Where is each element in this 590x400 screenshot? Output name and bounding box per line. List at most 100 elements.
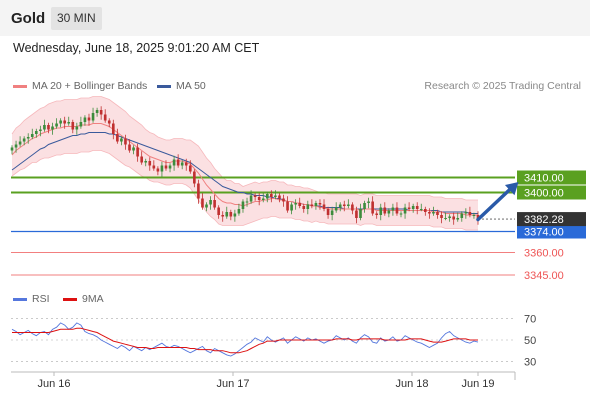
candle-body [342, 204, 346, 206]
x-tick-label-0: Jun 16 [37, 378, 70, 390]
candle-body [176, 159, 180, 166]
candle-body [172, 159, 176, 166]
candle-body [30, 134, 34, 137]
legend-ma50-label: MA 50 [176, 80, 206, 92]
candle-body [245, 201, 249, 203]
candle-body [67, 122, 71, 124]
candle-body [464, 212, 468, 214]
candle-body [322, 204, 326, 209]
bollinger-upper-line [11, 96, 478, 201]
candle-body [39, 129, 42, 131]
ma20-line [11, 123, 478, 216]
candle-body [294, 203, 297, 205]
legend-rsi-ma-swatch [63, 297, 77, 301]
bollinger-band-area [12, 96, 478, 230]
candle-body [144, 161, 148, 163]
candle-body [371, 201, 374, 214]
candle-body [306, 204, 310, 209]
candle-body [302, 206, 306, 209]
candle-body [209, 200, 212, 205]
candle-body [290, 204, 293, 211]
candle-body [257, 197, 261, 200]
level-label-1: 3400.00 [524, 188, 564, 200]
candle-body [334, 207, 338, 211]
candle-body [338, 204, 342, 208]
instrument-title: Gold [11, 10, 46, 27]
rsi-tick-1: 50 [524, 335, 536, 347]
candle-body [213, 200, 216, 208]
candle-body [63, 120, 66, 124]
x-axis: Jun 16 Jun 17 Jun 18 Jun 19 [11, 371, 516, 390]
candle-body [395, 207, 399, 214]
candle-body [120, 138, 123, 142]
level-label-2: 3374.00 [524, 227, 564, 239]
candle-body [128, 144, 131, 151]
candle-body [217, 207, 220, 215]
candle-body [318, 203, 322, 205]
candle-body [261, 198, 265, 200]
current-price-tag [517, 212, 586, 227]
candle-body [51, 126, 54, 130]
candle-body [314, 203, 318, 206]
candle-body [282, 198, 285, 202]
candle-body [188, 165, 192, 172]
candle-body [403, 207, 407, 214]
candle-body [22, 138, 26, 142]
candle-body [355, 210, 358, 218]
price-overlay: 3382.28 [476, 182, 586, 227]
rsi-tick-0: 70 [524, 314, 536, 326]
candle-body [152, 165, 156, 169]
candle-body [436, 212, 439, 215]
price-levels: 3410.00 3400.00 3374.00 3360.00 3345.00 [11, 170, 586, 282]
candle-body [201, 198, 204, 208]
legend-rsi-label: RSI [32, 293, 50, 305]
candle-body [472, 215, 476, 216]
research-credit: Research © 2025 Trading Central [424, 80, 581, 92]
legend-bollinger: MA 20 + Bollinger Bands [13, 80, 147, 92]
candle-body [440, 215, 443, 218]
candle-body [47, 125, 50, 130]
legend-rsi: RSI [13, 293, 50, 305]
candle-body [43, 125, 46, 130]
bollinger-lower-line [11, 150, 478, 231]
level-tag-2 [517, 224, 586, 239]
candle-body [249, 195, 253, 202]
level-label-0: 3410.00 [524, 173, 564, 185]
level-label-3: 3360.00 [524, 248, 564, 260]
legend-ma50-swatch [157, 84, 171, 88]
candle-body [124, 138, 127, 145]
legend-bollinger-label: MA 20 + Bollinger Bands [32, 80, 148, 92]
interval-button[interactable]: 30 MIN [51, 7, 102, 30]
current-price-label: 3382.28 [524, 214, 564, 226]
candle-body [298, 203, 302, 206]
x-tick-label-2: Jun 18 [395, 378, 428, 390]
candle-body [233, 213, 237, 217]
legend-rsi-ma: 9MA [63, 293, 104, 305]
candle-body [184, 162, 188, 166]
candle-body [367, 201, 370, 203]
candle-body [351, 204, 354, 211]
candle-body [411, 206, 415, 209]
candle-body [452, 216, 456, 220]
candle-body [140, 156, 143, 163]
candle-body [399, 213, 403, 215]
candle-body [111, 123, 115, 134]
candle-body [326, 209, 330, 215]
candle-body [132, 147, 135, 151]
candle-body [428, 212, 431, 214]
rsi-ma-line [12, 327, 478, 354]
candle-body [26, 137, 30, 139]
rsi-tick-2: 30 [524, 356, 536, 368]
candle-body [391, 207, 395, 211]
chart-datetime: Wednesday, June 18, 2025 9:01:20 AM CET [13, 41, 260, 55]
legend-ma50: MA 50 [157, 80, 206, 92]
candle-body [160, 165, 164, 172]
candle-body [424, 209, 427, 212]
ma50-line [11, 132, 478, 214]
candle-body [363, 203, 366, 209]
moving-averages [11, 123, 478, 216]
candle-body [87, 117, 91, 121]
candle-body [59, 120, 62, 124]
candle-body [448, 216, 451, 218]
